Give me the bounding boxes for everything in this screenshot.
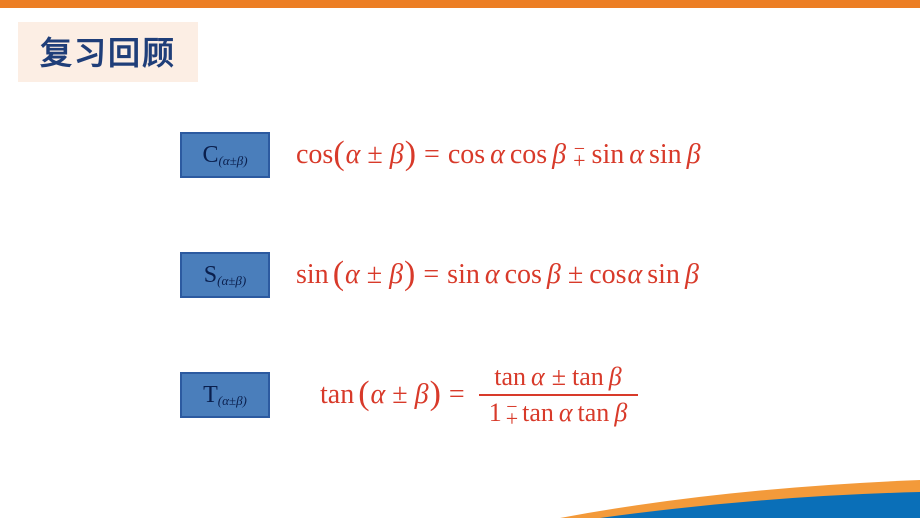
alpha: α xyxy=(370,379,387,411)
fn-sin: sin xyxy=(649,139,682,171)
mp: −+ xyxy=(567,144,591,167)
beta: β xyxy=(414,379,430,411)
formula-row-sin: S(α±β) sin(α±β) = sinαcosβ ± cosαsinβ xyxy=(180,240,880,310)
fn-tan: tan xyxy=(320,379,354,411)
beta: β xyxy=(613,398,628,428)
formula-row-tan: T(α±β) tan(α±β) = tanα±tanβ 1−+tanαtanβ xyxy=(180,360,880,430)
one: 1 xyxy=(489,398,502,428)
pm: ± xyxy=(386,379,413,411)
formula-tan: tan(α±β) = tanα±tanβ 1−+tanαtanβ xyxy=(320,360,638,430)
beta: β xyxy=(684,259,700,291)
alpha: α xyxy=(489,139,506,171)
beta: β xyxy=(686,139,702,171)
badge-tan: T(α±β) xyxy=(180,372,270,418)
badge-sub: (α±β) xyxy=(217,273,246,289)
pm: ± xyxy=(546,362,572,392)
formula-sin: sin(α±β) = sinαcosβ ± cosαsinβ xyxy=(296,256,700,294)
fn-sin: sin xyxy=(592,139,625,171)
fn-sin: sin xyxy=(447,259,480,291)
fn-sin: sin xyxy=(296,259,329,291)
alpha: α xyxy=(628,139,645,171)
fn-cos: cos xyxy=(448,139,485,171)
bottom-decoration xyxy=(0,478,920,518)
pm: ± xyxy=(562,259,589,291)
badge-main: C xyxy=(202,142,218,169)
eq: = xyxy=(416,139,448,171)
fn-sin: sin xyxy=(647,259,680,291)
badge-sub: (α±β) xyxy=(218,393,247,409)
badge-sin: S(α±β) xyxy=(180,252,270,298)
fn-tan: tan xyxy=(494,362,526,392)
fn-tan: tan xyxy=(572,362,604,392)
fn-cos: cos xyxy=(296,139,333,171)
badge-cos: C(α±β) xyxy=(180,132,270,178)
pm: ± xyxy=(361,259,388,291)
fn-cos: cos xyxy=(510,139,547,171)
eq: = xyxy=(415,259,447,291)
beta: β xyxy=(546,259,562,291)
denominator: 1−+tanαtanβ xyxy=(479,396,639,430)
top-accent-bar xyxy=(0,0,920,8)
fn-tan: tan xyxy=(522,398,554,428)
alpha: α xyxy=(345,139,362,171)
alpha: α xyxy=(558,398,574,428)
formula-row-cos: C(α±β) cos(α±β) = cosαcosβ −+ sinαsinβ xyxy=(180,120,880,190)
alpha: α xyxy=(344,259,361,291)
mp: −+ xyxy=(502,402,522,425)
formula-list: C(α±β) cos(α±β) = cosαcosβ −+ sinαsinβ S… xyxy=(180,120,880,480)
formula-cos: cos(α±β) = cosαcosβ −+ sinαsinβ xyxy=(296,136,702,174)
fn-tan: tan xyxy=(578,398,610,428)
deco-orange-swoosh xyxy=(560,480,920,518)
beta: β xyxy=(388,259,404,291)
badge-main: T xyxy=(203,382,218,409)
fraction: tanα±tanβ 1−+tanαtanβ xyxy=(479,360,639,430)
beta: β xyxy=(389,139,405,171)
pm: ± xyxy=(361,139,388,171)
badge-main: S xyxy=(204,262,217,289)
numerator: tanα±tanβ xyxy=(484,360,632,394)
fn-cos: cos xyxy=(589,259,626,291)
deco-blue-swoosh xyxy=(600,492,920,518)
alpha: α xyxy=(627,259,644,291)
section-title: 复习回顾 xyxy=(18,22,198,82)
badge-sub: (α±β) xyxy=(218,153,247,169)
beta: β xyxy=(551,139,567,171)
eq: = xyxy=(441,379,473,411)
fn-cos: cos xyxy=(505,259,542,291)
beta: β xyxy=(608,362,623,392)
alpha: α xyxy=(530,362,546,392)
alpha: α xyxy=(484,259,501,291)
